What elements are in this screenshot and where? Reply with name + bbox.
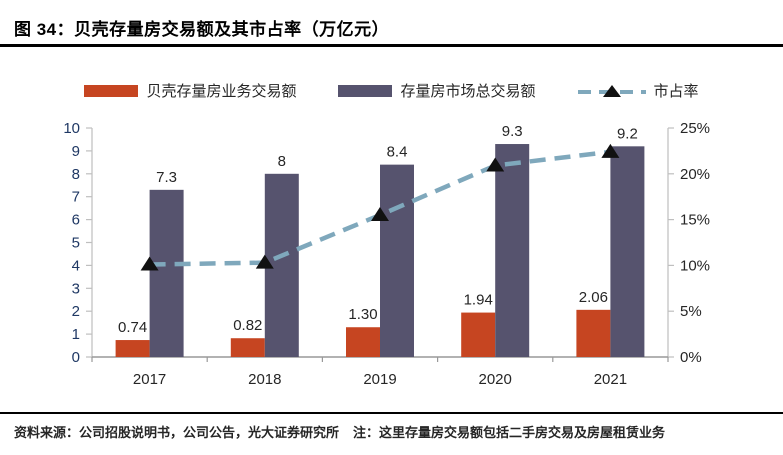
- bar-market-2019: [380, 164, 414, 357]
- right-axis-tick-label: 0%: [680, 349, 702, 366]
- bar-market-2017: [149, 189, 184, 357]
- left-axis-tick-label: 7: [72, 189, 80, 206]
- right-axis-tick-label: 20%: [680, 166, 710, 183]
- marker-triangle-2019: [371, 207, 389, 222]
- right-axis-tick-label: 5%: [680, 303, 702, 320]
- combo-chart: 0 1 2 3 4 5 6 7 8 9 10 0% 5% 10% 15% 20% 25% 0.74 0.82 1.30…: [63, 120, 710, 388]
- right-axis-tick-label: 15%: [680, 212, 710, 229]
- legend-label: 市占率: [653, 83, 699, 100]
- title-underline-rule: [0, 44, 783, 47]
- legend-dashed-line-icon: [577, 84, 646, 97]
- marker-triangle-2018: [255, 254, 274, 269]
- right-axis-tick-label: 10%: [680, 257, 710, 274]
- x-axis-category-label: 2018: [248, 371, 281, 388]
- left-axis-tick-label: 3: [72, 280, 80, 297]
- x-axis-category-label: 2021: [594, 371, 627, 388]
- left-axis-tick-label: 5: [72, 235, 80, 252]
- left-axis-tick-label: 4: [72, 257, 80, 274]
- left-axis-tick-label: 8: [72, 166, 80, 183]
- bar-beike-2020: [461, 312, 496, 357]
- legend-item-2: 市占率: [577, 80, 699, 101]
- bar-value-label: 9.3: [502, 123, 523, 140]
- bar-value-label: 7.3: [156, 169, 177, 186]
- x-axis-category-label: 2019: [363, 371, 396, 388]
- bar-beike-2019: [346, 327, 380, 357]
- legend-item-0: 贝壳存量房业务交易额: [84, 80, 296, 101]
- legend-swatch-icon: [84, 84, 139, 97]
- left-axis-tick-label: 2: [72, 303, 80, 320]
- figure-title: 图 34：贝壳存量房交易额及其市占率（万亿元）: [14, 20, 390, 39]
- bar-market-2020: [495, 144, 530, 357]
- note-text: 注：这里存量房交易额包括二手房交易及房屋租赁业务: [353, 425, 666, 440]
- marker-triangle-2020: [486, 157, 505, 172]
- source-note: 资料来源：公司招股说明书，公司公告，光大证券研究所 注：这里存量房交易额包括二手房…: [14, 422, 774, 441]
- bar-value-label: 8.4: [387, 144, 408, 161]
- bar-value-label: 0.74: [118, 319, 147, 336]
- legend-label: 贝壳存量房业务交易额: [146, 83, 297, 100]
- bar-value-label: 8: [278, 153, 286, 170]
- marker-triangle-2021: [601, 143, 620, 158]
- right-axis-tick-label: 25%: [680, 120, 710, 137]
- left-axis-tick-label: 1: [72, 326, 80, 343]
- chart-area: 0 1 2 3 4 5 6 7 8 9 10 0% 5% 10% 15% 20% 25% 0.74 0.82 1.30…: [0, 105, 783, 410]
- bar-beike-2021: [576, 309, 611, 357]
- left-axis-tick-label: 9: [72, 143, 80, 160]
- chart-legend: 贝壳存量房业务交易额 存量房市场总交易额 市占率: [0, 80, 783, 101]
- footer-divider-rule: [0, 412, 783, 414]
- bar-market-2021: [610, 146, 645, 357]
- left-axis-tick-label: 10: [63, 120, 80, 137]
- bar-value-label: 2.06: [579, 289, 608, 306]
- bar-beike-2018: [230, 338, 265, 357]
- marker-triangle-2017: [140, 256, 159, 271]
- x-axis-category-label: 2017: [133, 371, 166, 388]
- legend-label: 存量房市场总交易额: [400, 83, 536, 100]
- bar-value-label: 0.82: [233, 317, 262, 334]
- bar-value-label: 1.94: [464, 292, 493, 309]
- legend-swatch-icon: [338, 84, 393, 97]
- x-axis-category-label: 2020: [479, 371, 512, 388]
- legend-item-1: 存量房市场总交易额: [338, 80, 536, 101]
- bar-beike-2017: [115, 340, 150, 357]
- bar-value-label: 9.2: [617, 125, 638, 142]
- left-axis-tick-label: 6: [72, 212, 80, 229]
- source-text: 资料来源：公司招股说明书，公司公告，光大证券研究所: [14, 425, 340, 440]
- bar-value-label: 1.30: [348, 306, 377, 323]
- left-axis-tick-label: 0: [72, 349, 80, 366]
